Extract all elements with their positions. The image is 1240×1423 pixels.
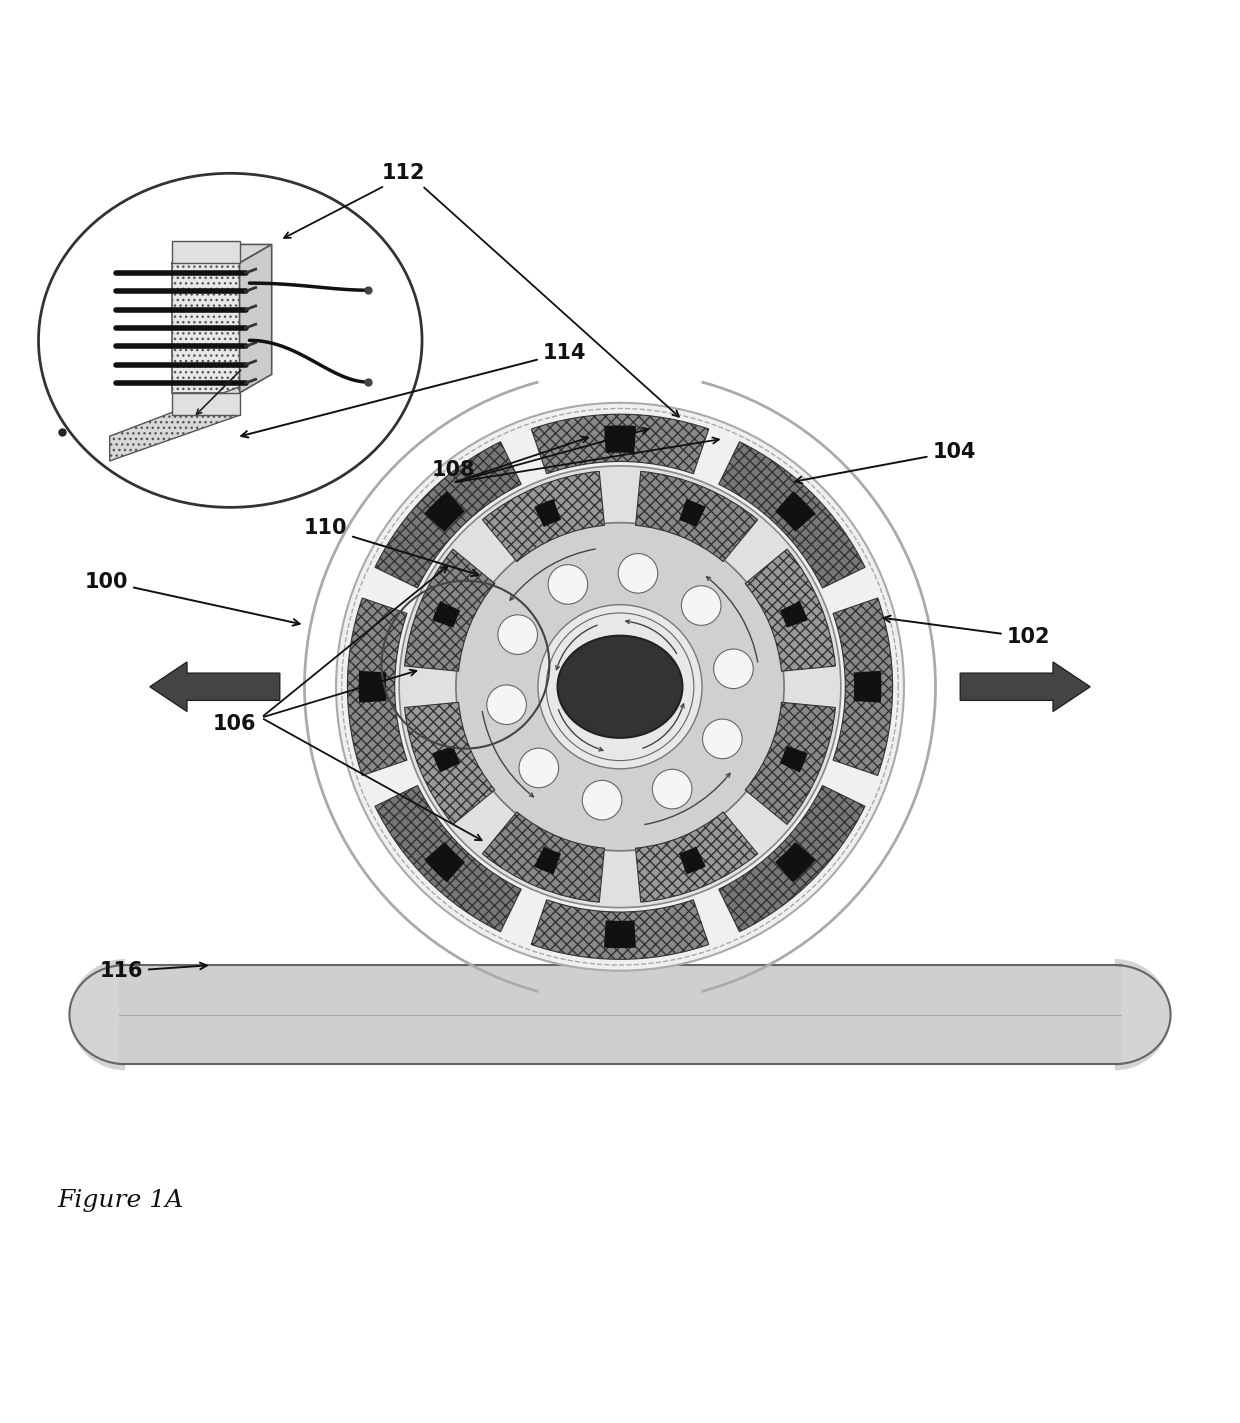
Wedge shape [433,601,460,628]
Text: 116: 116 [99,962,207,982]
Wedge shape [775,491,816,532]
Circle shape [399,465,841,908]
Polygon shape [171,245,272,263]
Wedge shape [531,899,709,959]
Wedge shape [531,414,709,474]
Text: 114: 114 [242,343,587,437]
Polygon shape [119,965,1121,1064]
Circle shape [461,528,779,845]
Wedge shape [853,670,882,703]
Wedge shape [780,746,807,773]
Wedge shape [833,598,893,776]
Wedge shape [404,549,495,672]
Wedge shape [424,491,465,532]
Circle shape [487,684,526,724]
Wedge shape [604,425,636,453]
Wedge shape [636,471,758,562]
Text: 112: 112 [382,164,425,184]
Wedge shape [374,441,521,588]
Polygon shape [119,965,1121,1064]
Text: 106: 106 [212,714,255,734]
FancyArrow shape [150,662,280,712]
Circle shape [548,565,588,605]
Wedge shape [636,813,758,902]
Circle shape [538,605,702,768]
Wedge shape [534,847,560,875]
Circle shape [703,719,742,758]
Wedge shape [680,847,706,875]
Polygon shape [171,393,239,416]
Circle shape [456,522,784,851]
Text: 108: 108 [432,460,475,480]
Wedge shape [780,601,807,628]
Text: 102: 102 [884,616,1050,647]
Wedge shape [1115,959,1171,1070]
Wedge shape [374,785,521,932]
Text: 110: 110 [304,518,479,576]
Circle shape [583,780,621,820]
FancyArrow shape [960,662,1090,712]
Polygon shape [109,387,239,461]
Wedge shape [424,842,465,882]
Wedge shape [719,441,866,588]
Circle shape [619,554,657,593]
Wedge shape [69,959,125,1070]
Wedge shape [745,549,836,672]
Wedge shape [719,785,866,932]
Wedge shape [433,746,460,773]
Wedge shape [347,598,407,776]
Text: Figure 1A: Figure 1A [57,1188,184,1212]
Circle shape [336,403,904,970]
Wedge shape [534,499,560,527]
Circle shape [714,649,753,689]
Wedge shape [604,921,636,948]
Wedge shape [745,703,836,824]
Circle shape [520,748,558,788]
Wedge shape [358,670,387,703]
Ellipse shape [558,636,682,739]
Text: 100: 100 [84,572,300,626]
Circle shape [652,770,692,808]
Polygon shape [239,245,272,393]
Text: 104: 104 [795,441,976,484]
Polygon shape [171,263,239,393]
Ellipse shape [38,174,422,508]
Circle shape [498,615,537,655]
Wedge shape [404,703,495,824]
Wedge shape [482,471,604,562]
Circle shape [682,586,720,625]
Polygon shape [171,240,239,263]
Wedge shape [680,499,706,527]
Wedge shape [482,813,604,902]
Wedge shape [775,842,816,882]
